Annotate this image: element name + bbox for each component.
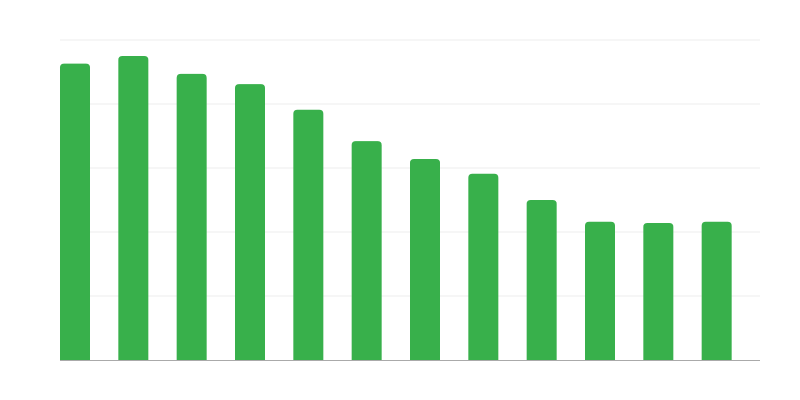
bar (176, 73, 207, 361)
bar (351, 141, 382, 360)
bar (235, 84, 265, 360)
bar (643, 223, 674, 360)
bar (526, 200, 557, 360)
bar (585, 221, 615, 360)
bar (60, 63, 90, 361)
bar (293, 109, 324, 360)
bar (701, 221, 732, 360)
bar (468, 173, 499, 360)
bar (410, 159, 440, 360)
bar (118, 56, 149, 360)
